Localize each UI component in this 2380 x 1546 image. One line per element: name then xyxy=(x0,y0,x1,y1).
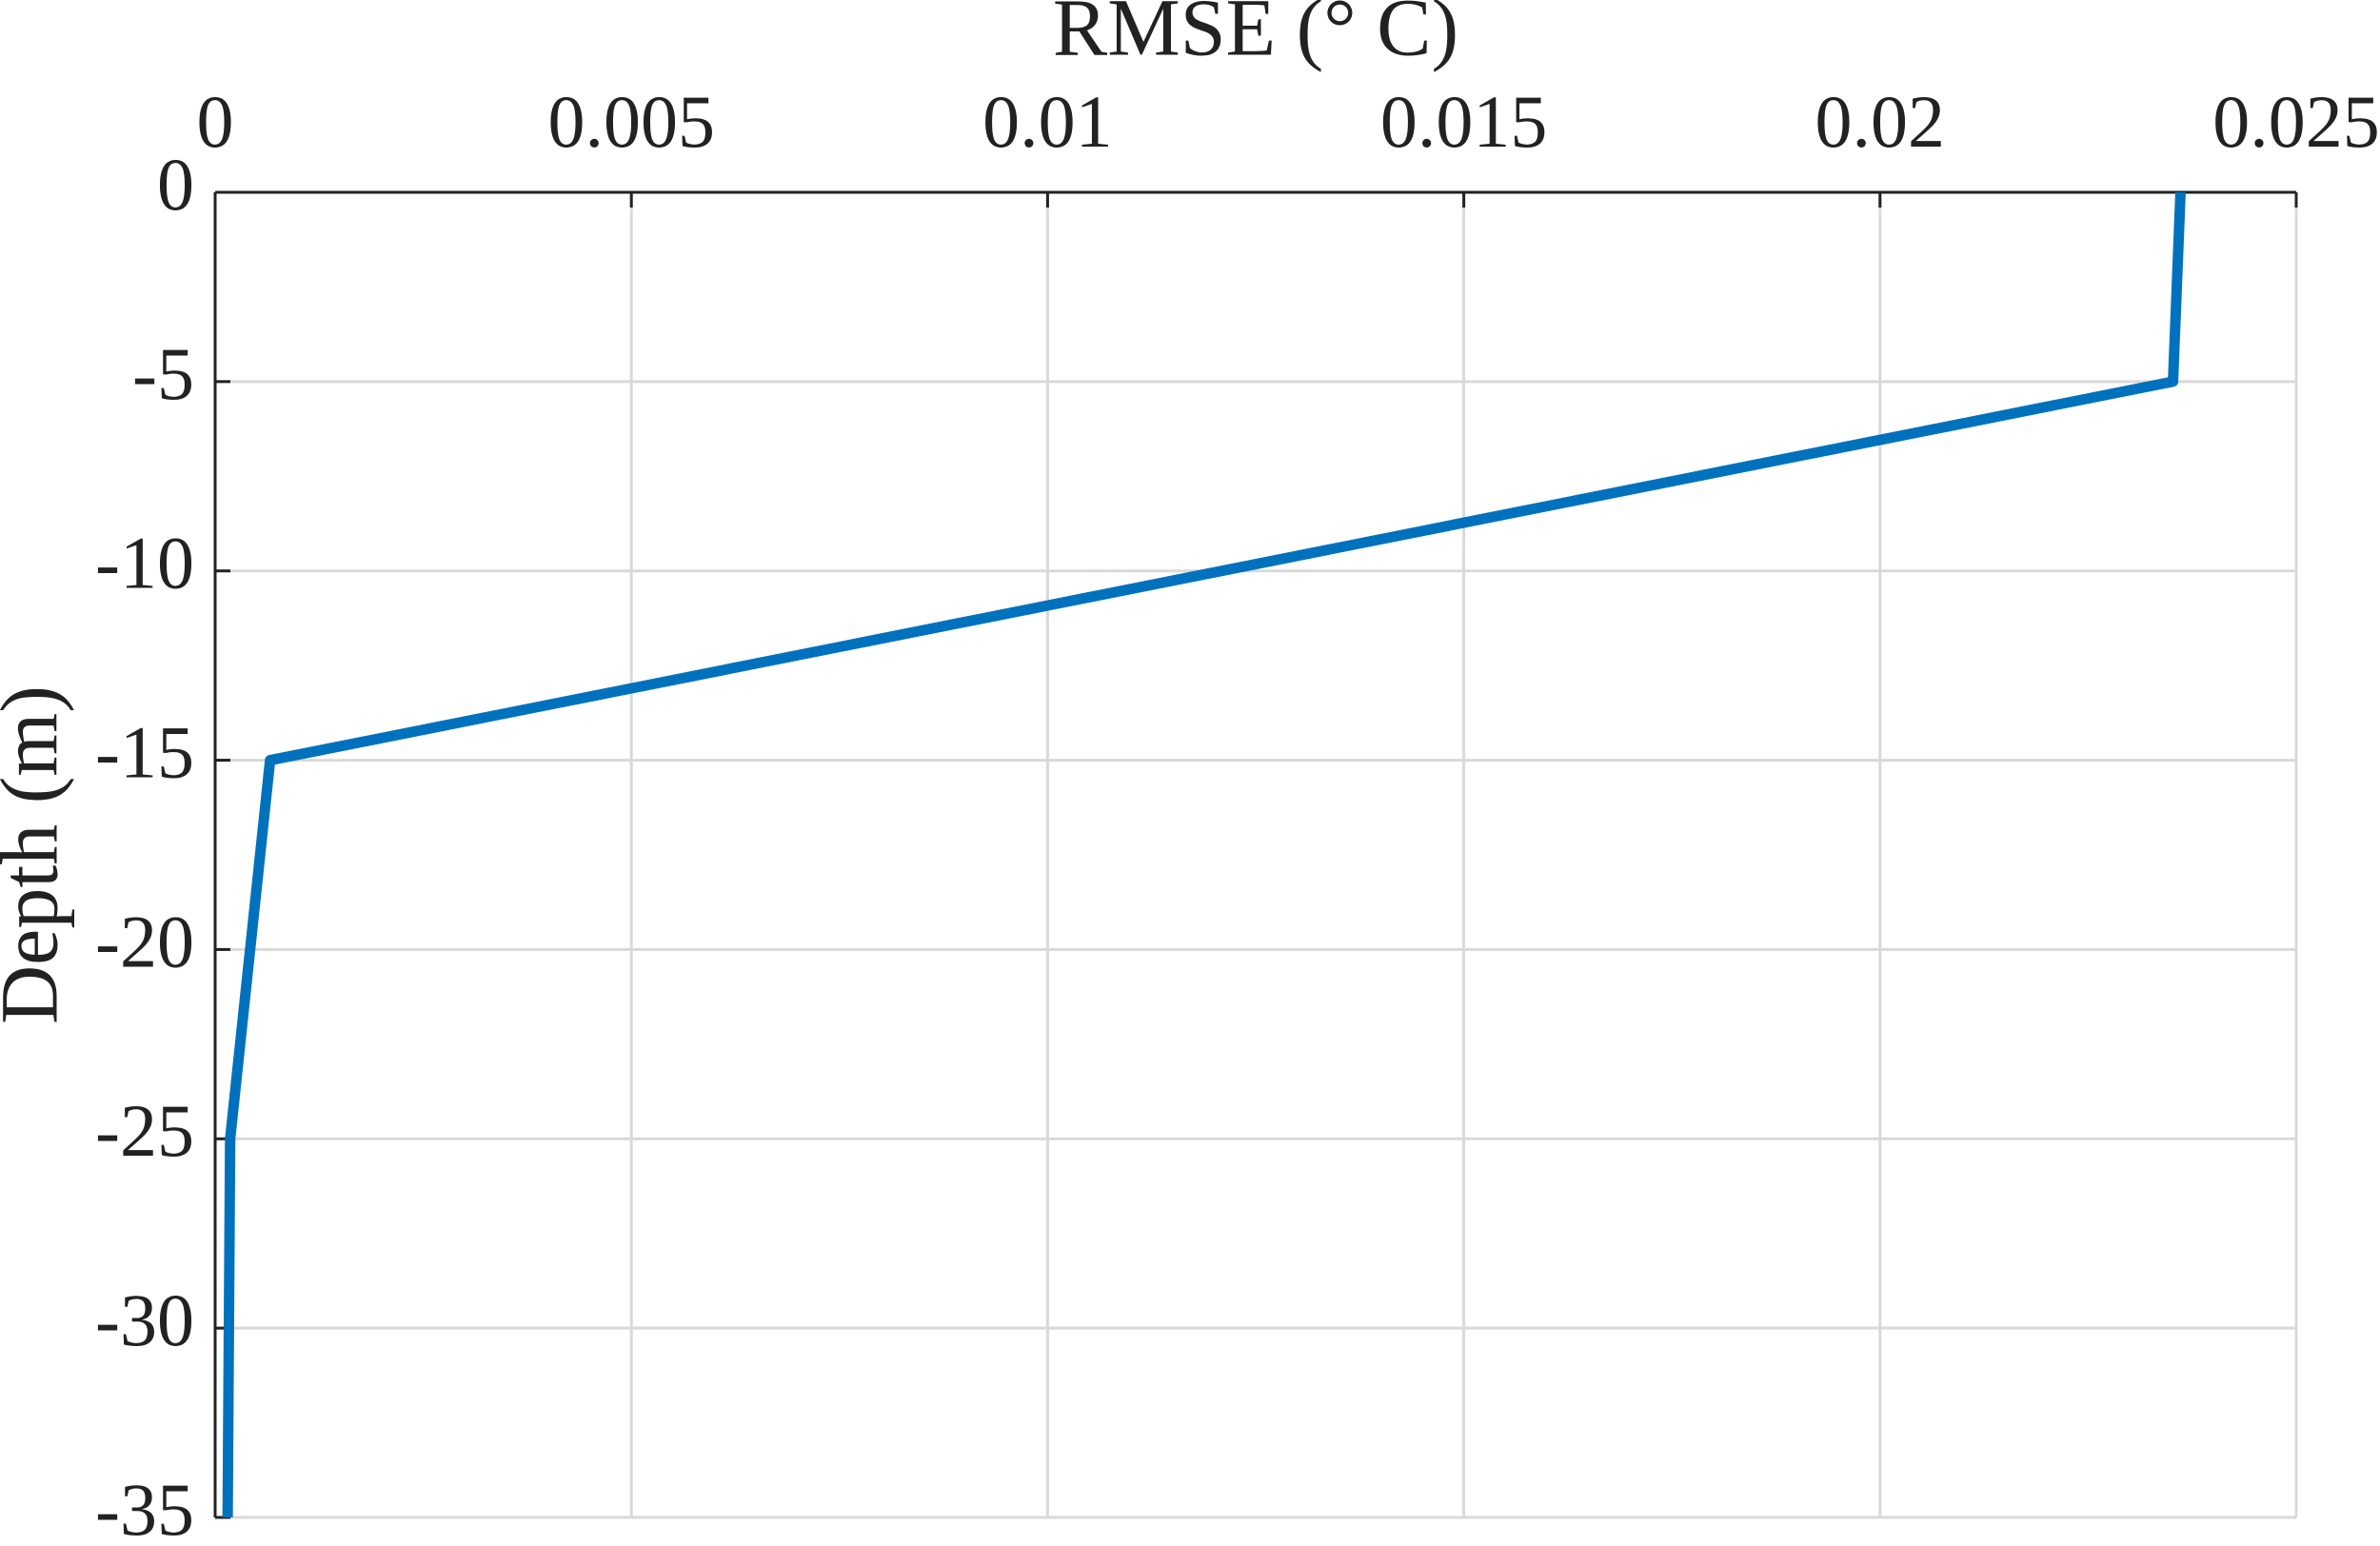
x-tick-label: 0.015 xyxy=(1380,80,1548,163)
y-axis-label: Depth (m) xyxy=(0,685,75,1024)
y-tick-label: -5 xyxy=(132,332,194,415)
y-tick-label: -20 xyxy=(95,900,194,982)
x-tick-label: 0.005 xyxy=(547,80,715,163)
y-tick-label: -10 xyxy=(95,522,194,605)
y-tick-label: -35 xyxy=(95,1468,194,1546)
y-tick-label: -15 xyxy=(95,710,194,793)
y-tick-label: -25 xyxy=(95,1089,194,1172)
x-tick-label: 0.01 xyxy=(982,80,1113,163)
y-tick-label: 0 xyxy=(157,143,194,226)
x-tick-label: 0.02 xyxy=(1815,80,1946,163)
y-tick-label: -30 xyxy=(95,1278,194,1361)
x-tick-label: 0.025 xyxy=(2212,80,2380,163)
data-line xyxy=(222,191,2186,1518)
x-axis-label: RMSE (° C) xyxy=(1053,0,1458,73)
x-tick-label: 0 xyxy=(197,80,234,163)
